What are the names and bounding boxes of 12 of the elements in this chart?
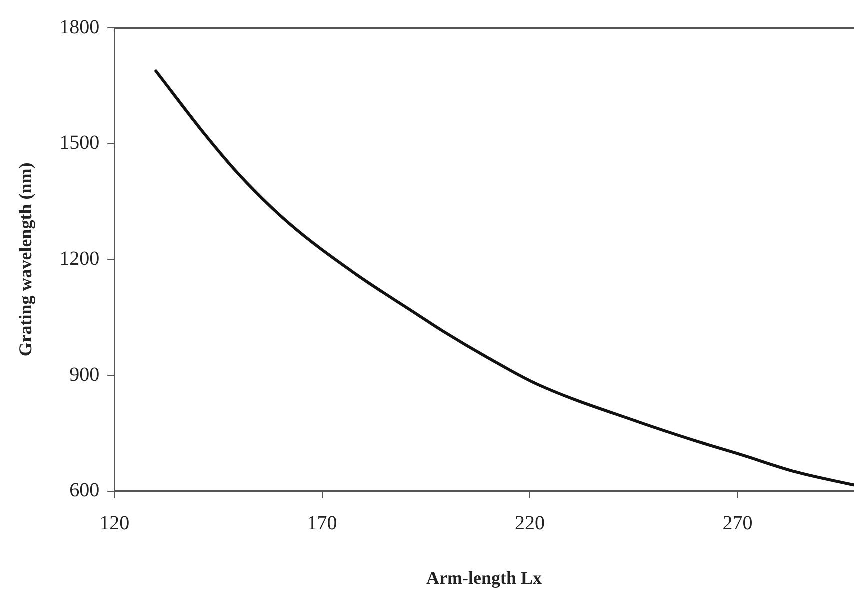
y-tick-label: 900 xyxy=(70,364,100,386)
x-tick-label: 270 xyxy=(722,512,753,535)
y-tick-label: 600 xyxy=(70,480,100,502)
x-axis-title: Arm-length Lx xyxy=(426,568,542,588)
y-axis-title: Grating wavelength (nm) xyxy=(15,162,36,357)
line-series xyxy=(154,70,854,487)
y-tick-label: 1800 xyxy=(60,16,100,38)
y-tick-label: 1500 xyxy=(60,132,100,154)
x-tick-label: 220 xyxy=(514,512,545,535)
y-tick-label: 1200 xyxy=(60,248,100,270)
x-tick-label: 170 xyxy=(307,512,338,535)
x-tick-label: 120 xyxy=(100,512,130,535)
